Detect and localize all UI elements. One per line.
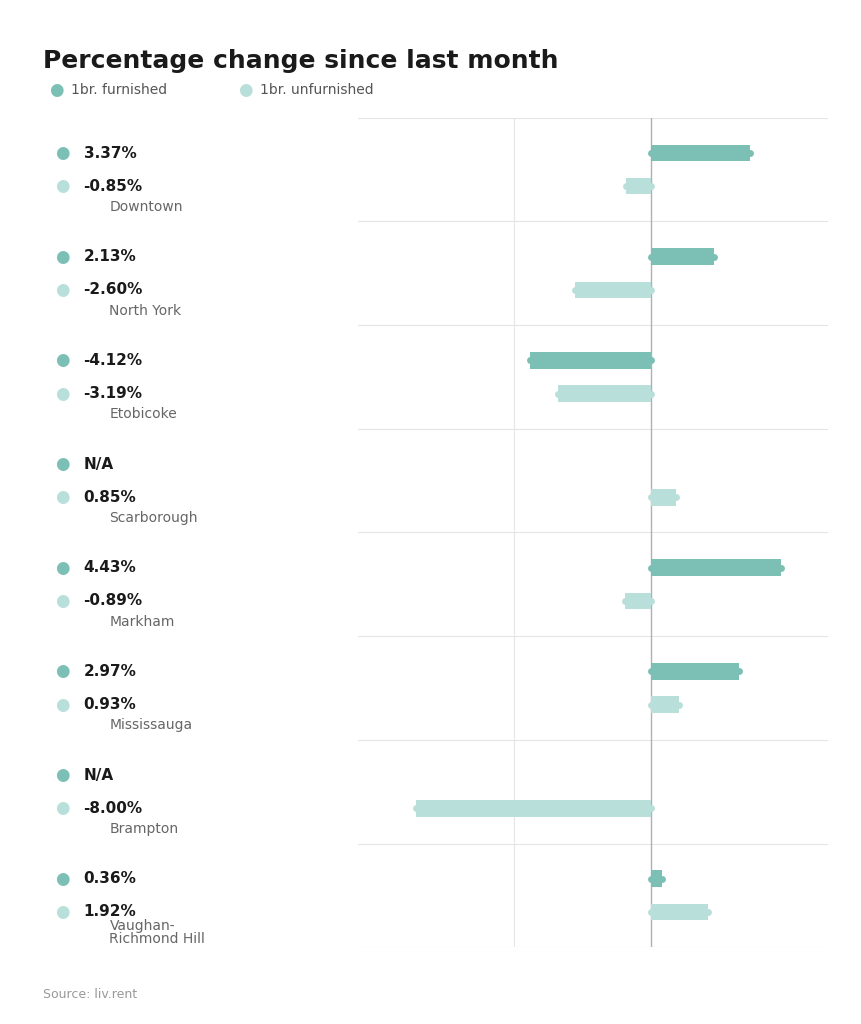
Text: -0.85%: -0.85% xyxy=(84,179,143,194)
Text: ●: ● xyxy=(55,351,69,370)
Text: -8.00%: -8.00% xyxy=(84,801,143,816)
Bar xyxy=(651,559,781,577)
Text: 3.37%: 3.37% xyxy=(84,145,136,161)
Text: Source: liv.rent: Source: liv.rent xyxy=(43,988,137,1001)
Bar xyxy=(651,870,661,887)
Text: Brampton: Brampton xyxy=(109,822,178,836)
Text: 0.93%: 0.93% xyxy=(84,697,136,712)
Bar xyxy=(626,178,651,195)
Text: N/A: N/A xyxy=(84,768,114,782)
Text: ●: ● xyxy=(238,81,252,99)
Text: ●: ● xyxy=(55,144,69,162)
Text: ●: ● xyxy=(55,559,69,577)
Bar xyxy=(624,593,651,609)
Text: 0.36%: 0.36% xyxy=(84,871,136,886)
Text: Etobicoke: Etobicoke xyxy=(109,408,177,421)
Text: 1br. unfurnished: 1br. unfurnished xyxy=(260,83,374,97)
Text: Percentage change since last month: Percentage change since last month xyxy=(43,49,558,73)
Text: Vaughan-: Vaughan- xyxy=(109,919,175,933)
Text: -0.89%: -0.89% xyxy=(84,594,143,608)
Bar xyxy=(416,800,651,816)
Text: ●: ● xyxy=(55,766,69,784)
Text: ●: ● xyxy=(55,281,69,299)
Text: ●: ● xyxy=(55,385,69,402)
Text: -4.12%: -4.12% xyxy=(84,353,143,368)
Text: 4.43%: 4.43% xyxy=(84,560,136,575)
Text: -3.19%: -3.19% xyxy=(84,386,142,401)
Bar xyxy=(651,903,707,921)
Text: ●: ● xyxy=(55,488,69,506)
Bar xyxy=(651,696,678,713)
Bar xyxy=(651,249,713,265)
Text: 2.97%: 2.97% xyxy=(84,664,136,679)
Text: ●: ● xyxy=(55,177,69,196)
Bar xyxy=(651,144,749,162)
Text: Markham: Markham xyxy=(109,614,175,629)
Text: 1br. furnished: 1br. furnished xyxy=(71,83,167,97)
Text: Richmond Hill: Richmond Hill xyxy=(109,932,205,946)
Text: ●: ● xyxy=(55,455,69,473)
Text: ●: ● xyxy=(55,592,69,610)
Text: ●: ● xyxy=(55,248,69,265)
Text: ●: ● xyxy=(55,903,69,921)
Text: Mississauga: Mississauga xyxy=(109,718,192,732)
Text: ●: ● xyxy=(55,695,69,714)
Bar xyxy=(530,352,651,369)
Bar xyxy=(651,664,738,680)
Text: ●: ● xyxy=(49,81,63,99)
Text: ●: ● xyxy=(55,663,69,680)
Text: 1.92%: 1.92% xyxy=(84,904,136,920)
Text: 2.13%: 2.13% xyxy=(84,249,136,264)
Text: North York: North York xyxy=(109,303,182,317)
Bar xyxy=(557,385,651,401)
Text: ●: ● xyxy=(55,869,69,888)
Text: N/A: N/A xyxy=(84,457,114,471)
Bar xyxy=(574,282,651,298)
Text: Scarborough: Scarborough xyxy=(109,511,198,525)
Text: Downtown: Downtown xyxy=(109,200,183,214)
Text: -2.60%: -2.60% xyxy=(84,283,143,297)
Bar xyxy=(651,488,676,506)
Text: 0.85%: 0.85% xyxy=(84,489,136,505)
Text: ●: ● xyxy=(55,800,69,817)
